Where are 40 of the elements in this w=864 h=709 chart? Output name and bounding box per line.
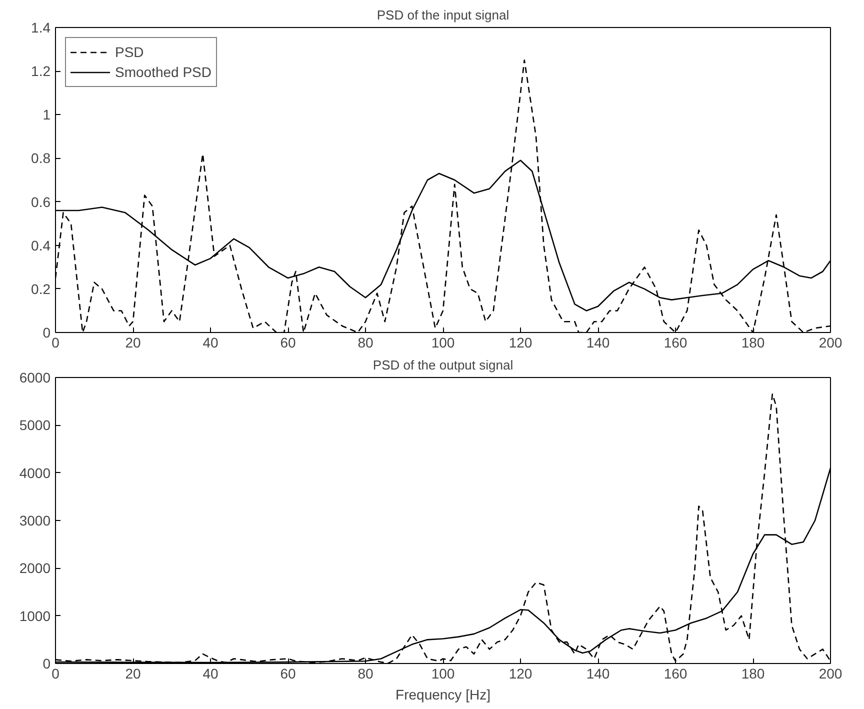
x-tick-label: 160 <box>664 334 688 350</box>
y-tick-label: 4000 <box>19 464 51 481</box>
y-tick-label: 0.4 <box>31 237 51 254</box>
y-tick-label: 5000 <box>19 417 51 434</box>
x-tick-label: 160 <box>664 666 688 682</box>
legend-label: PSD <box>115 44 144 60</box>
x-tick-label: 200 <box>818 334 842 350</box>
chart-title: PSD of the output signal <box>372 358 514 372</box>
y-tick-label: 1.2 <box>31 63 51 80</box>
x-tick-label: 140 <box>586 666 610 682</box>
x-tick-label: 40 <box>202 334 218 350</box>
x-tick-label: 200 <box>818 666 842 682</box>
y-tick-label: 1 <box>42 106 51 123</box>
x-tick-label: 80 <box>358 334 374 350</box>
x-tick-label: 60 <box>280 666 296 682</box>
y-tick-label: 3000 <box>19 512 51 528</box>
y-tick-label: 1.4 <box>31 20 51 36</box>
x-tick-label: 80 <box>358 666 374 682</box>
y-tick-label: 1000 <box>19 608 51 624</box>
x-tick-label: 20 <box>125 666 141 682</box>
x-tick-label: 20 <box>125 334 141 350</box>
chart-title: PSD of the input signal <box>376 8 510 22</box>
y-tick-label: 2000 <box>19 560 51 576</box>
x-tick-label: 140 <box>586 334 610 350</box>
x-tick-label: 180 <box>741 666 765 682</box>
y-tick-label: 0 <box>42 324 51 340</box>
x-tick-label: 60 <box>280 334 296 350</box>
x-tick-label: 40 <box>202 666 218 682</box>
y-tick-label: 6000 <box>19 370 51 386</box>
x-axis-title: Frequency [Hz] <box>396 686 490 702</box>
x-tick-label: 120 <box>508 666 532 682</box>
x-tick-label: 100 <box>431 334 455 350</box>
y-tick-label: 0 <box>42 656 51 672</box>
legend-label: Smoothed PSD <box>115 64 212 80</box>
x-tick-label: 180 <box>741 334 765 350</box>
y-tick-label: 0.2 <box>31 280 51 297</box>
y-tick-label: 0.8 <box>31 150 51 166</box>
x-tick-label: 120 <box>508 334 532 350</box>
y-tick-label: 0.6 <box>31 194 51 210</box>
x-tick-label: 100 <box>431 666 455 682</box>
